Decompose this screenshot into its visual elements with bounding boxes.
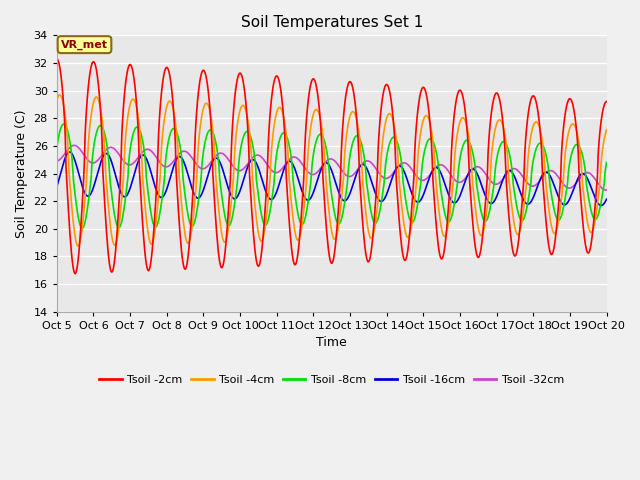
Tsoil -2cm bbox=[415, 97, 423, 103]
Tsoil -32cm bbox=[415, 176, 423, 182]
Tsoil -2cm bbox=[71, 271, 79, 276]
Tsoil -2cm bbox=[53, 56, 61, 62]
Tsoil -4cm bbox=[74, 243, 82, 249]
Tsoil -2cm bbox=[205, 96, 213, 101]
Line: Tsoil -32cm: Tsoil -32cm bbox=[57, 145, 607, 190]
Tsoil -16cm bbox=[597, 203, 605, 208]
Tsoil -4cm bbox=[206, 108, 214, 113]
Tsoil -32cm bbox=[176, 150, 184, 156]
Tsoil -8cm bbox=[603, 160, 611, 166]
Tsoil -32cm bbox=[70, 143, 78, 148]
Tsoil -2cm bbox=[120, 96, 128, 101]
Tsoil -16cm bbox=[415, 199, 423, 204]
Tsoil -4cm bbox=[53, 97, 61, 103]
Tsoil -32cm bbox=[205, 162, 213, 168]
Tsoil -16cm bbox=[603, 196, 611, 202]
Tsoil -32cm bbox=[63, 148, 70, 154]
Tsoil -4cm bbox=[603, 127, 611, 133]
Tsoil -8cm bbox=[78, 226, 86, 231]
Tsoil -32cm bbox=[603, 187, 611, 193]
Tsoil -32cm bbox=[602, 187, 610, 193]
Tsoil -8cm bbox=[60, 121, 68, 127]
Tsoil -8cm bbox=[206, 127, 214, 133]
Tsoil -8cm bbox=[416, 186, 424, 192]
Tsoil -16cm bbox=[63, 152, 70, 157]
Y-axis label: Soil Temperature (C): Soil Temperature (C) bbox=[15, 109, 28, 238]
X-axis label: Time: Time bbox=[316, 336, 347, 349]
Line: Tsoil -8cm: Tsoil -8cm bbox=[57, 124, 607, 228]
Tsoil -2cm bbox=[176, 229, 184, 235]
Tsoil -32cm bbox=[120, 159, 128, 165]
Tsoil -32cm bbox=[53, 158, 61, 164]
Tsoil -16cm bbox=[120, 194, 128, 200]
Tsoil -16cm bbox=[205, 169, 213, 175]
Line: Tsoil -2cm: Tsoil -2cm bbox=[57, 59, 607, 274]
Tsoil -16cm bbox=[53, 184, 61, 190]
Tsoil -8cm bbox=[53, 145, 61, 151]
Line: Tsoil -4cm: Tsoil -4cm bbox=[57, 95, 607, 246]
Tsoil -2cm bbox=[63, 178, 70, 184]
Tsoil -2cm bbox=[603, 98, 611, 104]
Tsoil -4cm bbox=[177, 192, 184, 197]
Tsoil -8cm bbox=[64, 128, 72, 133]
Tsoil -16cm bbox=[66, 149, 74, 155]
Tsoil -8cm bbox=[121, 200, 129, 205]
Tsoil -4cm bbox=[400, 221, 408, 227]
Tsoil -4cm bbox=[56, 92, 64, 98]
Tsoil -16cm bbox=[176, 154, 184, 159]
Title: Soil Temperatures Set 1: Soil Temperatures Set 1 bbox=[241, 15, 423, 30]
Tsoil -16cm bbox=[399, 167, 407, 172]
Text: VR_met: VR_met bbox=[61, 39, 108, 50]
Legend: Tsoil -2cm, Tsoil -4cm, Tsoil -8cm, Tsoil -16cm, Tsoil -32cm: Tsoil -2cm, Tsoil -4cm, Tsoil -8cm, Tsoi… bbox=[95, 370, 568, 389]
Tsoil -4cm bbox=[64, 136, 72, 142]
Tsoil -2cm bbox=[399, 253, 407, 259]
Tsoil -32cm bbox=[399, 160, 407, 166]
Line: Tsoil -16cm: Tsoil -16cm bbox=[57, 152, 607, 205]
Tsoil -8cm bbox=[400, 185, 408, 191]
Tsoil -4cm bbox=[121, 144, 129, 149]
Tsoil -4cm bbox=[416, 134, 424, 140]
Tsoil -8cm bbox=[177, 147, 184, 153]
